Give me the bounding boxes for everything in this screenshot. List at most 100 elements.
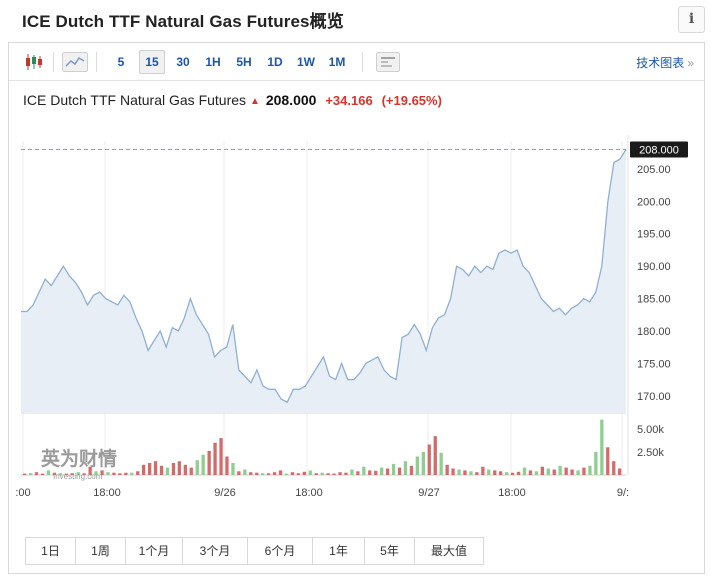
x-tick-label: 18:00 [498,487,526,499]
volume-bar [296,473,300,475]
volume-bar [510,472,515,475]
volume-bar [421,451,425,475]
volume-bar [528,470,533,475]
volume-bar [165,467,170,475]
volume-bar [272,472,277,475]
volume-bar [308,470,312,475]
interval-5h[interactable]: 5H [236,55,252,69]
price-area [21,148,627,412]
volume-bar [267,473,271,475]
volume-bar [290,472,295,475]
interval-5[interactable]: 5 [117,55,125,69]
volume-bar [225,456,229,475]
volume-bar [207,451,211,475]
volume-bar [576,470,580,475]
tech-chart-link[interactable]: 技术图表» [636,54,694,71]
volume-bar [463,470,467,475]
price-chart[interactable]: 英为财情 Investing.com 205.00 200.00 195.00 190… [9,43,704,533]
y-tick-label: 195.00 [637,229,671,241]
area-chart-icon[interactable] [62,52,88,72]
volume-bar [29,473,33,475]
volume-bar [380,467,384,475]
volume-bar [278,470,283,475]
volume-bar [558,465,562,475]
volume-bar [534,471,538,475]
x-tick-label: 9/27 [418,487,439,499]
volume-bar [391,463,396,475]
volume-bar [261,473,265,475]
volume-bar [386,468,390,475]
volume-bar [76,472,80,475]
compare-icon[interactable] [376,52,400,72]
y-tick-label: 175.00 [637,358,671,370]
volume-bars [23,419,622,475]
last-price-badge [630,141,688,158]
volume-bar [469,471,473,475]
y-tick-label: 200.00 [637,196,671,208]
volume-bar [338,472,342,475]
interval-1w[interactable]: 1W [297,55,315,69]
interval-30[interactable]: 30 [176,55,190,69]
volume-bar [52,472,57,475]
range-6m-button[interactable]: 6个月 [248,538,313,564]
volume-bar [397,467,402,475]
volume-bar [546,468,550,475]
volume-bar [540,466,544,475]
range-1d-button[interactable]: 1日 [26,538,76,564]
quote-header: ICE Dutch TTF Natural Gas Futures ▲ 208.0… [23,92,442,108]
volume-bar [564,467,568,475]
candlestick-icon[interactable] [23,52,45,72]
volume-bar [237,471,241,475]
range-3m-button[interactable]: 3个月 [183,538,248,564]
range-1w-button[interactable]: 1周 [76,538,126,564]
interval-15[interactable]: 15 [139,50,165,74]
volume-bar [112,472,116,475]
volume-bar [118,473,122,475]
volume-bar [493,470,497,475]
range-1m-button[interactable]: 1个月 [126,538,183,564]
volume-bar [588,465,592,475]
instrument-name: ICE Dutch TTF Natural Gas Futures [23,92,247,108]
page-title: ICE Dutch TTF Natural Gas Futures概览 [22,12,344,31]
watermark-brand: 英为财情 [41,447,117,470]
volume-bar [88,466,92,475]
time-range-selector: 1日 1周 1个月 3个月 6个月 1年 5年 最大值 [25,537,484,565]
x-tick-label: :00 [15,487,30,499]
volume-bar [445,464,449,475]
volume-bar [362,466,366,475]
volume-bar [302,471,306,475]
volume-bar [231,463,235,475]
tech-chart-label: 技术图表 [636,56,685,70]
toolbar-divider [96,52,97,72]
volume-bar [516,471,521,475]
volume-bar [356,471,360,475]
range-max-button[interactable]: 最大值 [415,538,483,564]
y-tick-label: 180.00 [637,326,671,338]
interval-1h[interactable]: 1H [205,55,221,69]
x-tick-label: 9/: [617,487,629,499]
volume-bar [522,467,527,475]
volume-bar [183,464,187,475]
interval-1d[interactable]: 1D [267,55,283,69]
volume-bar [189,467,193,475]
volume-bar [249,472,253,475]
volume-bar [594,451,598,475]
volume-bar [100,470,104,475]
up-arrow-icon: ▲ [250,96,260,107]
interval-1m[interactable]: 1M [328,55,346,69]
last-price-badge-label: 208.000 [639,144,679,156]
volume-bar [505,472,509,475]
volume-bar [94,471,98,475]
volume-bar [148,463,152,475]
volume-bar [487,469,491,475]
range-1y-button[interactable]: 1年 [313,538,365,564]
volume-bar [481,466,485,475]
watermark-logo: 英为财情 Investing.com [41,447,117,481]
volume-bar [124,472,128,475]
volume-bar [284,473,289,475]
volume-bar [403,461,408,475]
double-chevron-right-icon: » [687,56,694,70]
volume-bar [177,461,181,475]
range-5y-button[interactable]: 5年 [365,538,415,564]
info-button[interactable]: i [678,6,705,33]
